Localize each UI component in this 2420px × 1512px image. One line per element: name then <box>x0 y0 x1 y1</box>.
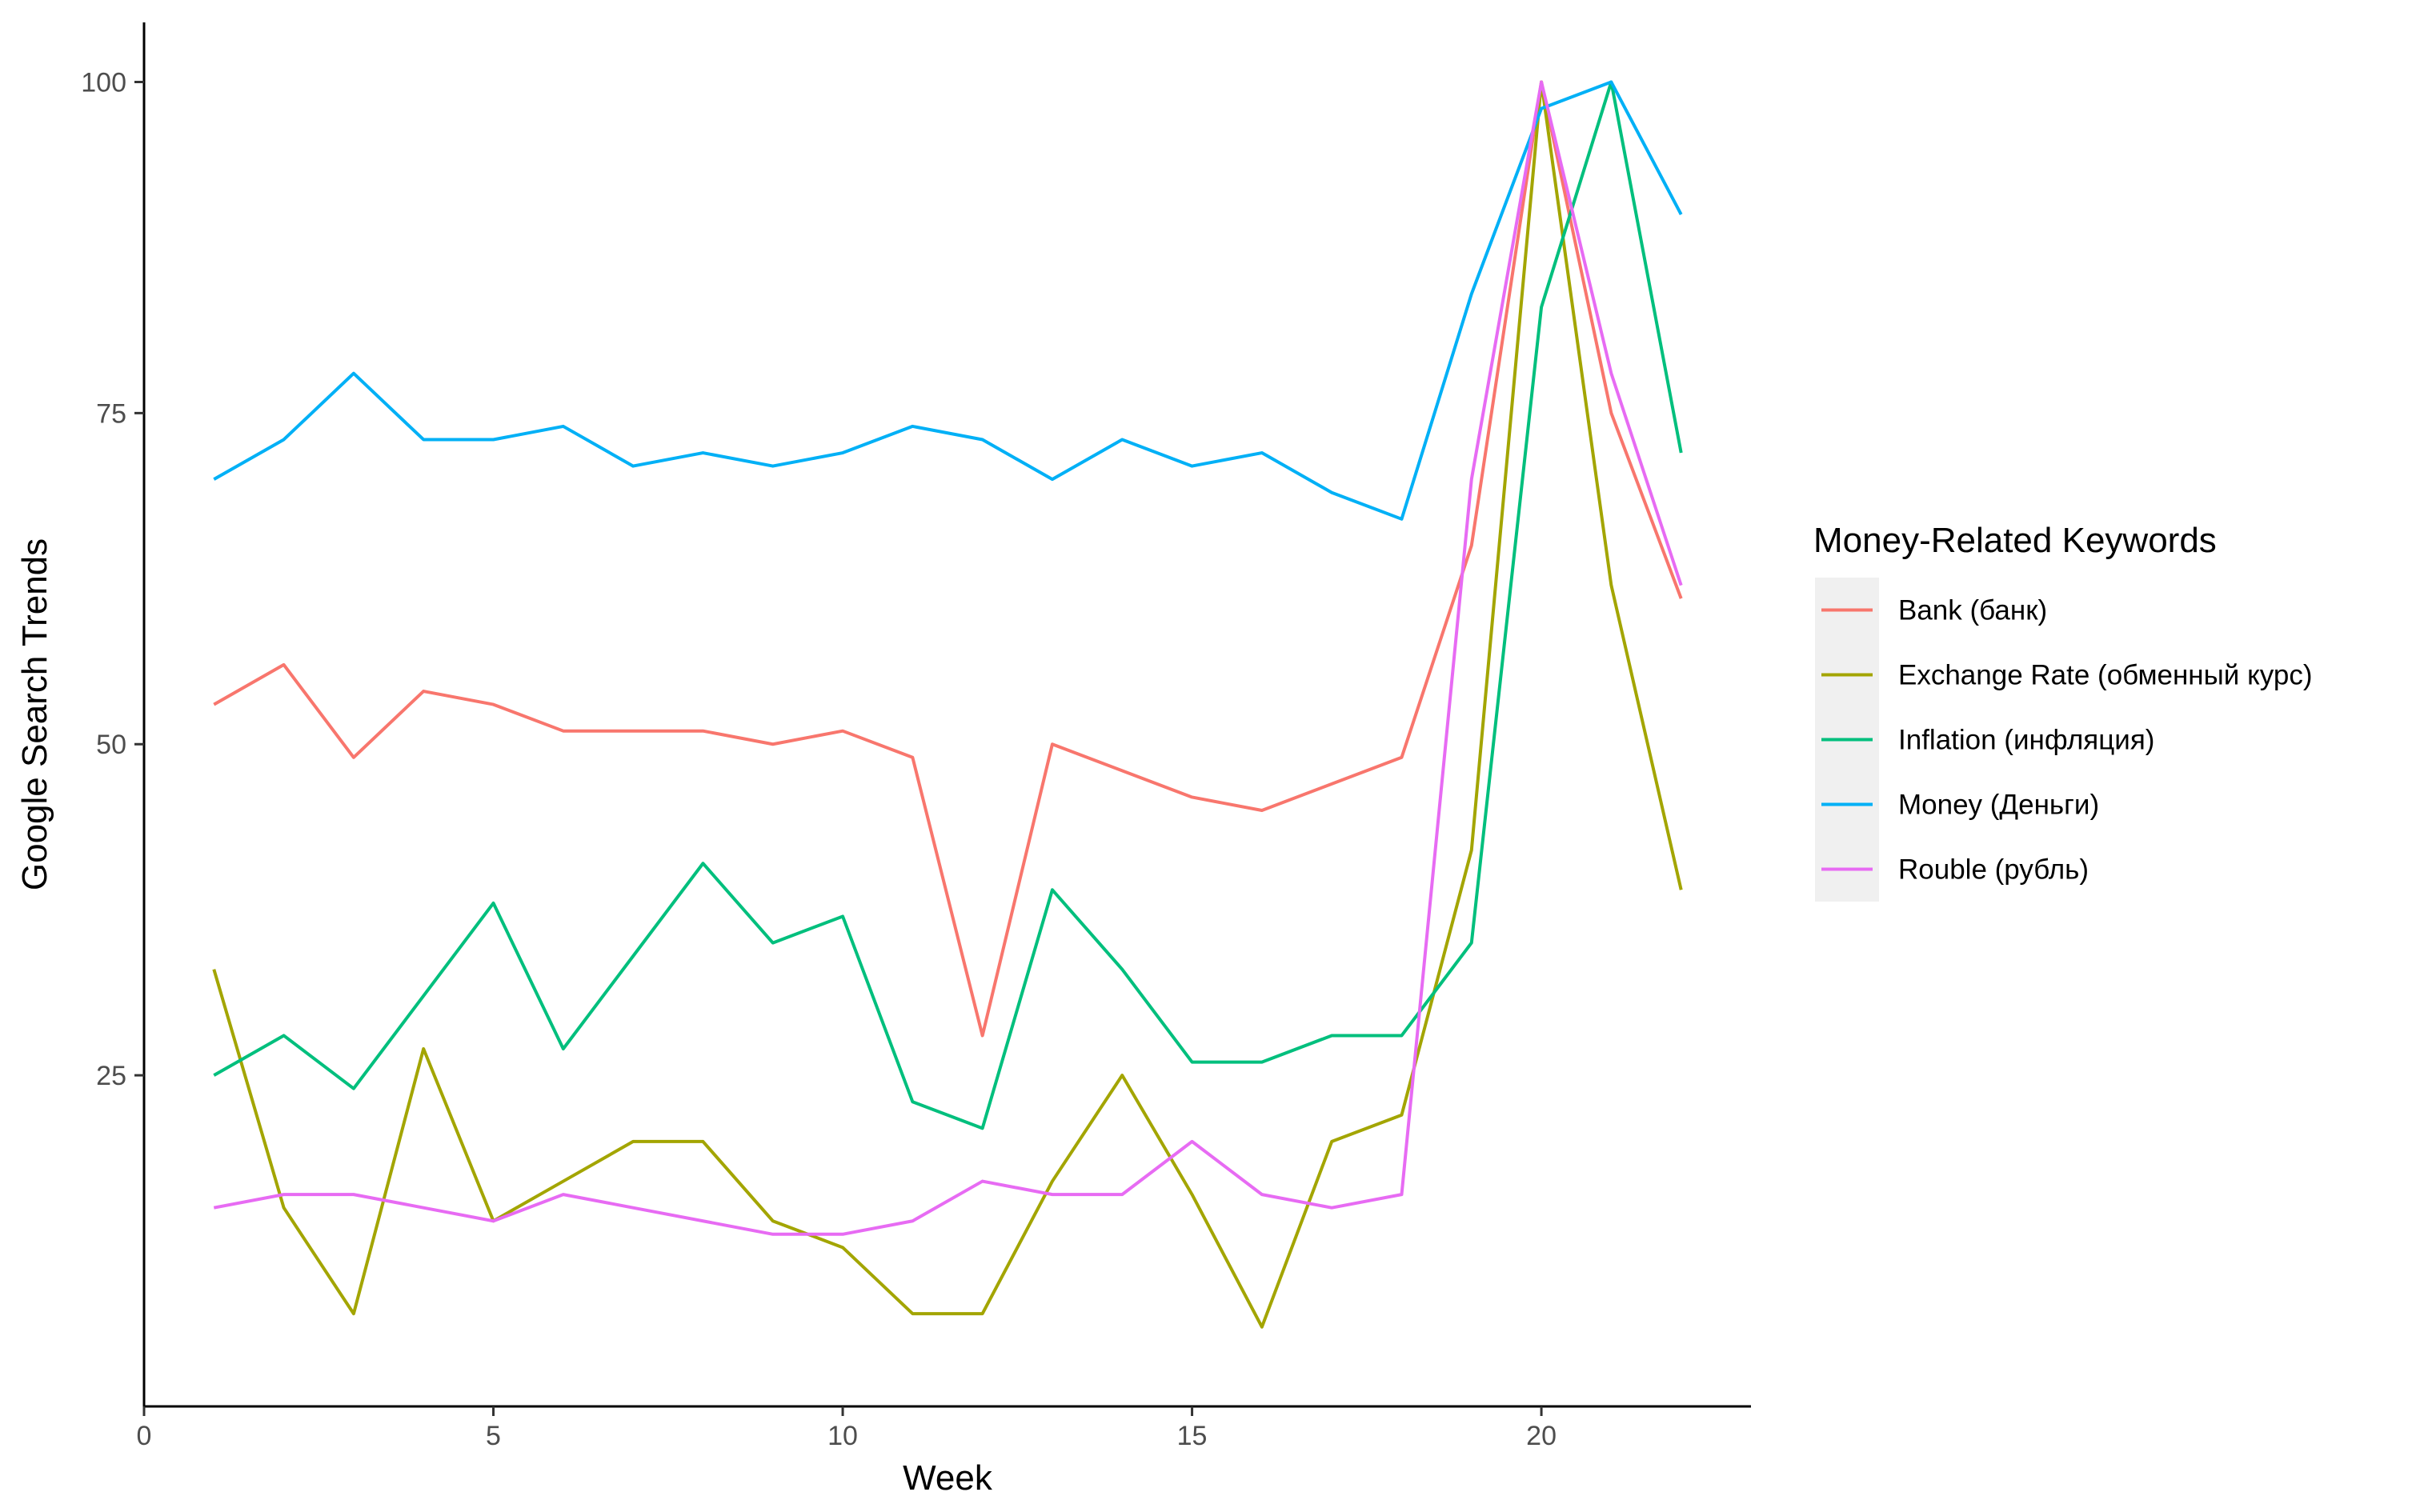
legend-label: Inflation (инфляция) <box>1898 725 2154 756</box>
legend: Money-Related Keywords Bank (банк) Exchan… <box>1813 521 2313 902</box>
x-tick-label: 5 <box>486 1421 501 1451</box>
legend-title: Money-Related Keywords <box>1813 521 2217 560</box>
series-line-5 <box>213 80 1683 1236</box>
legend-label: Rouble (рубль) <box>1898 854 2089 886</box>
y-axis-title: Google Search Trends <box>15 538 54 890</box>
y-tick-label: 50 <box>96 730 126 760</box>
series-line-4 <box>213 80 1683 521</box>
y-tick-label: 100 <box>81 67 126 98</box>
y-tick-label: 75 <box>96 398 126 429</box>
series-line-2 <box>212 80 1683 1329</box>
x-tick-label: 0 <box>137 1421 152 1451</box>
x-tick-label: 20 <box>1526 1421 1557 1451</box>
legend-label: Exchange Rate (обменный курс) <box>1898 660 2313 691</box>
legend-label: Bank (банк) <box>1898 595 2047 626</box>
y-tick-label: 25 <box>96 1061 126 1091</box>
series-line-1 <box>213 80 1683 1038</box>
x-tick-label: 10 <box>827 1421 858 1451</box>
plot-area <box>212 80 1683 1329</box>
legend-label: Money (Деньги) <box>1898 790 2099 821</box>
series-line-3 <box>213 80 1683 1130</box>
x-axis-title: Week <box>903 1458 993 1498</box>
axes: 0 5 10 15 20 25 50 75 100 <box>81 22 1751 1451</box>
x-tick-label: 15 <box>1177 1421 1208 1451</box>
